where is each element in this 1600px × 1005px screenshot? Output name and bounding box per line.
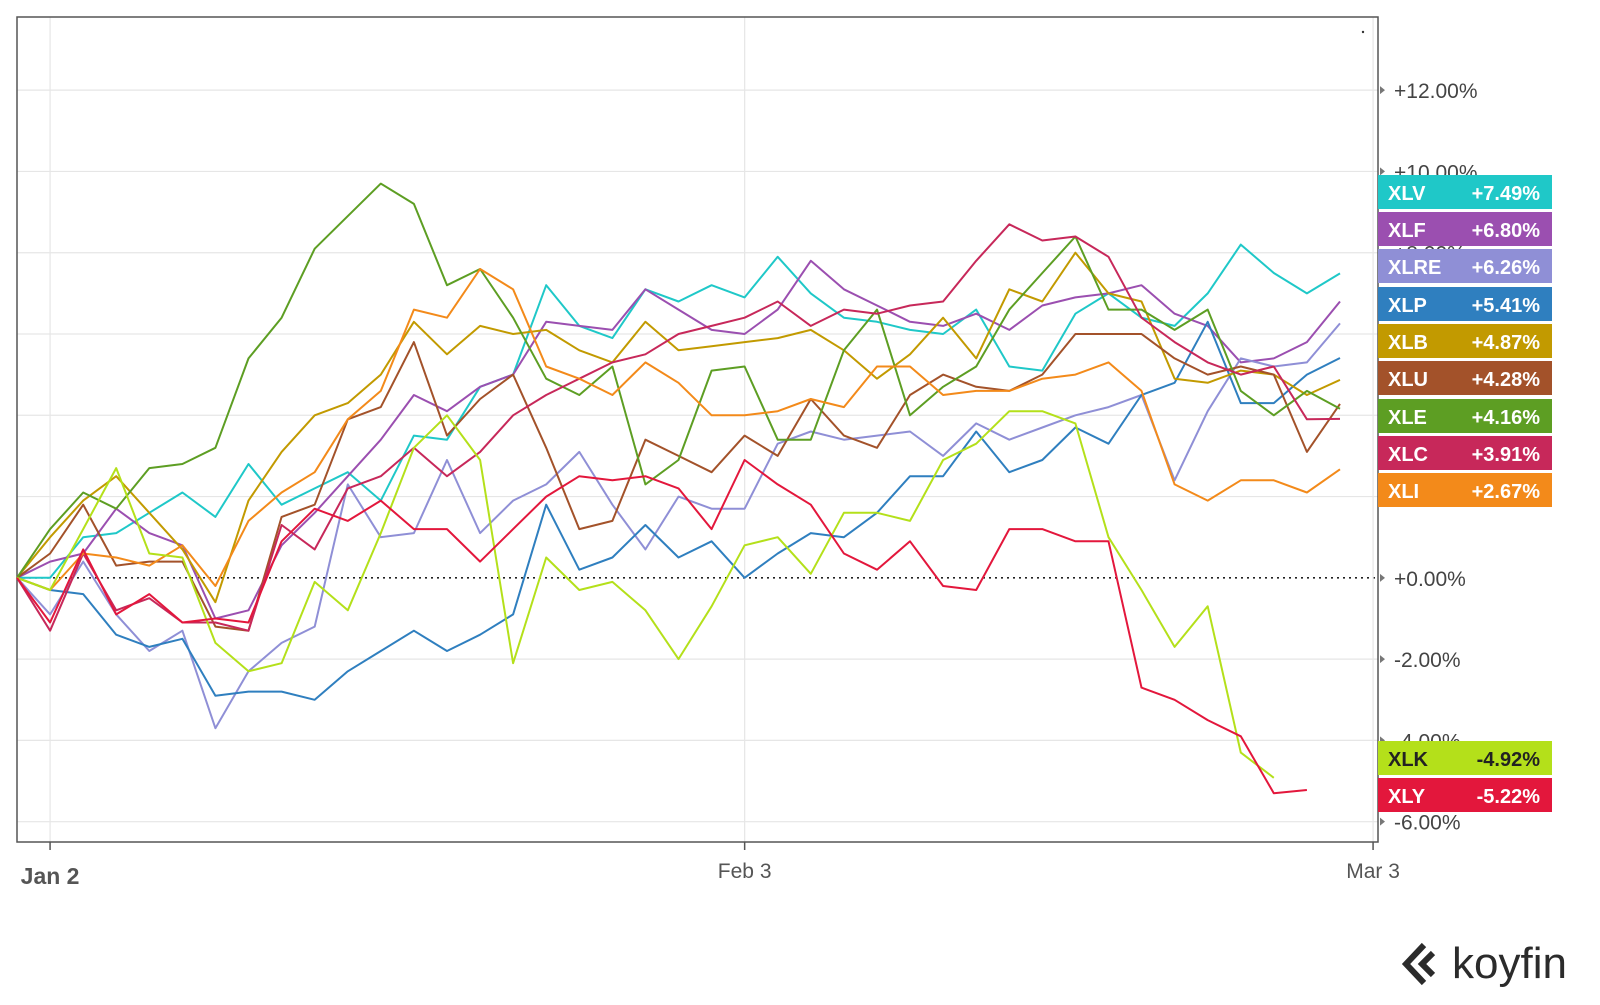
value-tag-symbol: XLF <box>1388 220 1426 242</box>
value-tag-background <box>1378 324 1552 358</box>
value-tag-background <box>1378 778 1552 812</box>
value-tag-background <box>1378 741 1552 775</box>
value-tag-value: +4.28% <box>1472 369 1541 391</box>
y-tick-mark <box>1380 817 1385 826</box>
value-tag-value: +4.87% <box>1472 332 1541 354</box>
series-line-xli <box>16 268 1341 591</box>
value-tag-xlp: XLP +5.41% <box>1378 287 1552 321</box>
y-tick-label: -2.00% <box>1394 649 1461 672</box>
series-line-xlp <box>16 320 1341 701</box>
value-tag-symbol: XLB <box>1388 332 1428 354</box>
value-tag-xly: XLY -5.22% <box>1378 778 1552 812</box>
series-line-xlc <box>16 223 1341 632</box>
series-line-xly <box>16 459 1307 795</box>
value-tag-value: -5.22% <box>1477 786 1541 808</box>
koyfin-logo: koyfin <box>1402 934 1567 994</box>
x-tick-label: Feb 3 <box>718 860 772 883</box>
value-tag-symbol: XLRE <box>1388 257 1441 279</box>
value-tag-xle: XLE +4.16% <box>1378 399 1552 433</box>
x-tick-label: Mar 3 <box>1346 860 1400 883</box>
value-tag-xli: XLI +2.67% <box>1378 473 1552 507</box>
value-tag-symbol: XLE <box>1388 407 1427 429</box>
value-tag-symbol: XLY <box>1388 786 1426 808</box>
series-line-xlu <box>16 333 1341 632</box>
value-tag-background <box>1378 436 1552 470</box>
value-tag-value: +4.16% <box>1472 407 1541 429</box>
value-tag-background <box>1378 175 1552 209</box>
y-tick-mark <box>1380 655 1385 664</box>
y-tick-label: +0.00% <box>1394 568 1466 591</box>
value-tag-symbol: XLK <box>1388 749 1429 771</box>
value-tag-xlre: XLRE +6.26% <box>1378 249 1552 283</box>
corner-dot <box>1361 30 1365 34</box>
value-tag-xlb: XLB +4.87% <box>1378 324 1552 358</box>
value-tag-value: +5.41% <box>1472 295 1541 317</box>
value-tag-background <box>1378 287 1552 321</box>
value-tag-background <box>1378 399 1552 433</box>
logo-wordmark: koyfin <box>1452 939 1567 988</box>
value-tag-value: +6.80% <box>1472 220 1541 242</box>
value-tag-symbol: XLU <box>1388 369 1428 391</box>
value-tag-xlk: XLK -4.92% <box>1378 741 1552 775</box>
value-tag-value: +7.49% <box>1472 183 1541 205</box>
series-line-xlf <box>16 259 1341 620</box>
series-line-xle <box>16 182 1341 579</box>
value-tag-symbol: XLC <box>1388 444 1428 466</box>
value-tag-background <box>1378 249 1552 283</box>
value-tag-background <box>1378 361 1552 395</box>
value-tag-symbol: XLI <box>1388 481 1419 503</box>
value-tag-background <box>1378 212 1552 246</box>
value-tag-symbol: XLV <box>1388 183 1426 205</box>
y-tick-mark <box>1380 86 1385 95</box>
value-tag-background <box>1378 473 1552 507</box>
series-value-tags: XLV +7.49% XLF +6.80% XLRE +6.26% XLP +5.41% XLB… <box>1378 175 1552 812</box>
y-tick-label: -6.00% <box>1394 812 1461 835</box>
value-tag-symbol: XLP <box>1388 295 1427 317</box>
grid-lines <box>17 17 1378 842</box>
y-tick-label: +12.00% <box>1394 80 1478 103</box>
series-line-xlv <box>17 243 1341 579</box>
y-tick-mark <box>1380 573 1385 582</box>
series-line-xlb <box>16 251 1341 604</box>
y-tick-mark <box>1380 167 1385 176</box>
koyfin-chevron-icon <box>1402 942 1436 986</box>
value-tag-value: +2.67% <box>1472 481 1541 503</box>
value-tag-value: +6.26% <box>1472 257 1541 279</box>
x-tick-label: Jan 2 <box>21 863 80 889</box>
value-tag-xlu: XLU +4.28% <box>1378 361 1552 395</box>
value-tag-value: +3.91% <box>1472 444 1541 466</box>
value-tag-xlf: XLF +6.80% <box>1378 212 1552 246</box>
value-tag-value: -4.92% <box>1477 749 1541 771</box>
series-line-xlk <box>16 410 1275 779</box>
series-line-xlre <box>16 322 1341 730</box>
axes: +12.00%+10.00%+8.00%+6.00%+4.00%+2.00%+0… <box>16 16 1478 889</box>
series-lines <box>16 182 1341 795</box>
value-tag-xlc: XLC +3.91% <box>1378 436 1552 470</box>
value-tag-xlv: XLV +7.49% <box>1378 175 1552 209</box>
